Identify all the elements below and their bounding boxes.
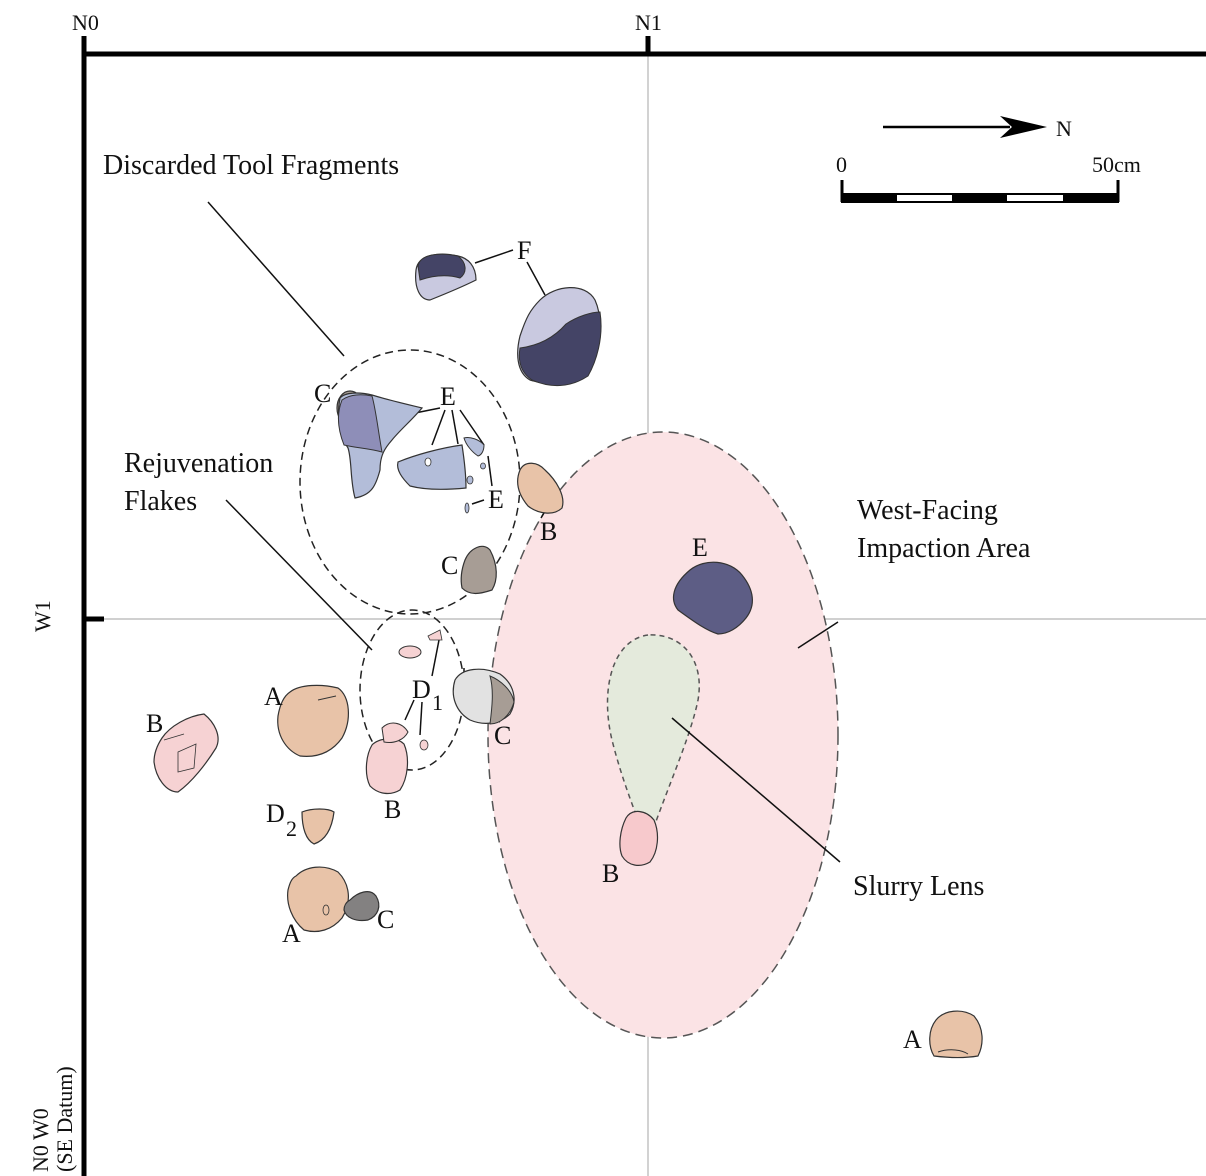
artifact-e-impaction: [672, 561, 753, 635]
label-rejuvenation-line1: Rejuvenation: [124, 448, 273, 479]
artifact-c-grey: [452, 668, 515, 725]
datum-label-line2: (SE Datum): [52, 1066, 77, 1172]
label-discarded-tool-fragments: Discarded Tool Fragments: [103, 150, 399, 181]
code-e-small: E: [488, 485, 504, 514]
artifact-a-low: [287, 866, 349, 933]
code-b-slurry: B: [602, 859, 619, 888]
artifact-c-mid: [460, 545, 497, 595]
artifact-b-upper: [517, 462, 564, 514]
label-slurry-lens: Slurry Lens: [853, 871, 984, 902]
scale-end-label: 50cm: [1092, 152, 1141, 177]
code-c-low: C: [377, 905, 394, 934]
artifact-a-far: [929, 1010, 983, 1059]
grid-label-n0: N0: [72, 10, 99, 35]
artifact-e-middle: [397, 444, 467, 490]
artifact-b-slurry: [619, 810, 659, 866]
artifact-rejuvenation-flakes: [398, 629, 443, 751]
scale-start-label: 0: [836, 152, 847, 177]
artifact-e-fragments: [463, 437, 486, 514]
code-a-low: A: [282, 919, 301, 948]
code-d1-subscript: 1: [432, 690, 443, 715]
code-d1-letter: D: [412, 675, 431, 704]
artifact-a-left: [277, 684, 349, 757]
code-d2-letter: D: [266, 799, 285, 828]
grid-label-w1: W1: [30, 600, 55, 632]
north-arrow-icon: [883, 116, 1047, 138]
code-d2-subscript: 2: [286, 816, 297, 841]
code-b-far-left: B: [146, 709, 163, 738]
code-b-upper: B: [540, 517, 557, 546]
artifact-b-center: [365, 722, 409, 795]
code-c-top: C: [314, 379, 331, 408]
artifact-f-large: [517, 287, 602, 386]
datum-label-line1: N0 W0: [28, 1108, 53, 1172]
label-impaction-line1: West-Facing: [857, 495, 998, 526]
code-c-mid: C: [441, 551, 458, 580]
scale-bar: [840, 180, 1120, 203]
label-rejuvenation-line2: Flakes: [124, 486, 197, 517]
artifact-d2: [301, 808, 335, 845]
artifact-b-far-left: [153, 713, 219, 793]
code-e-top: E: [440, 382, 456, 411]
artifact-e-top: [337, 392, 424, 499]
artifact-f-small: [415, 253, 477, 301]
north-arrow-label: N: [1056, 116, 1072, 141]
code-a-left: A: [264, 682, 283, 711]
code-c-grey: C: [494, 721, 511, 750]
artifact-c-low: [343, 891, 380, 922]
grid-label-n1: N1: [635, 10, 662, 35]
code-b-center: B: [384, 795, 401, 824]
code-a-far: A: [903, 1025, 922, 1054]
code-e-impaction: E: [692, 533, 708, 562]
code-f: F: [517, 236, 531, 265]
label-impaction-line2: Impaction Area: [857, 533, 1031, 564]
